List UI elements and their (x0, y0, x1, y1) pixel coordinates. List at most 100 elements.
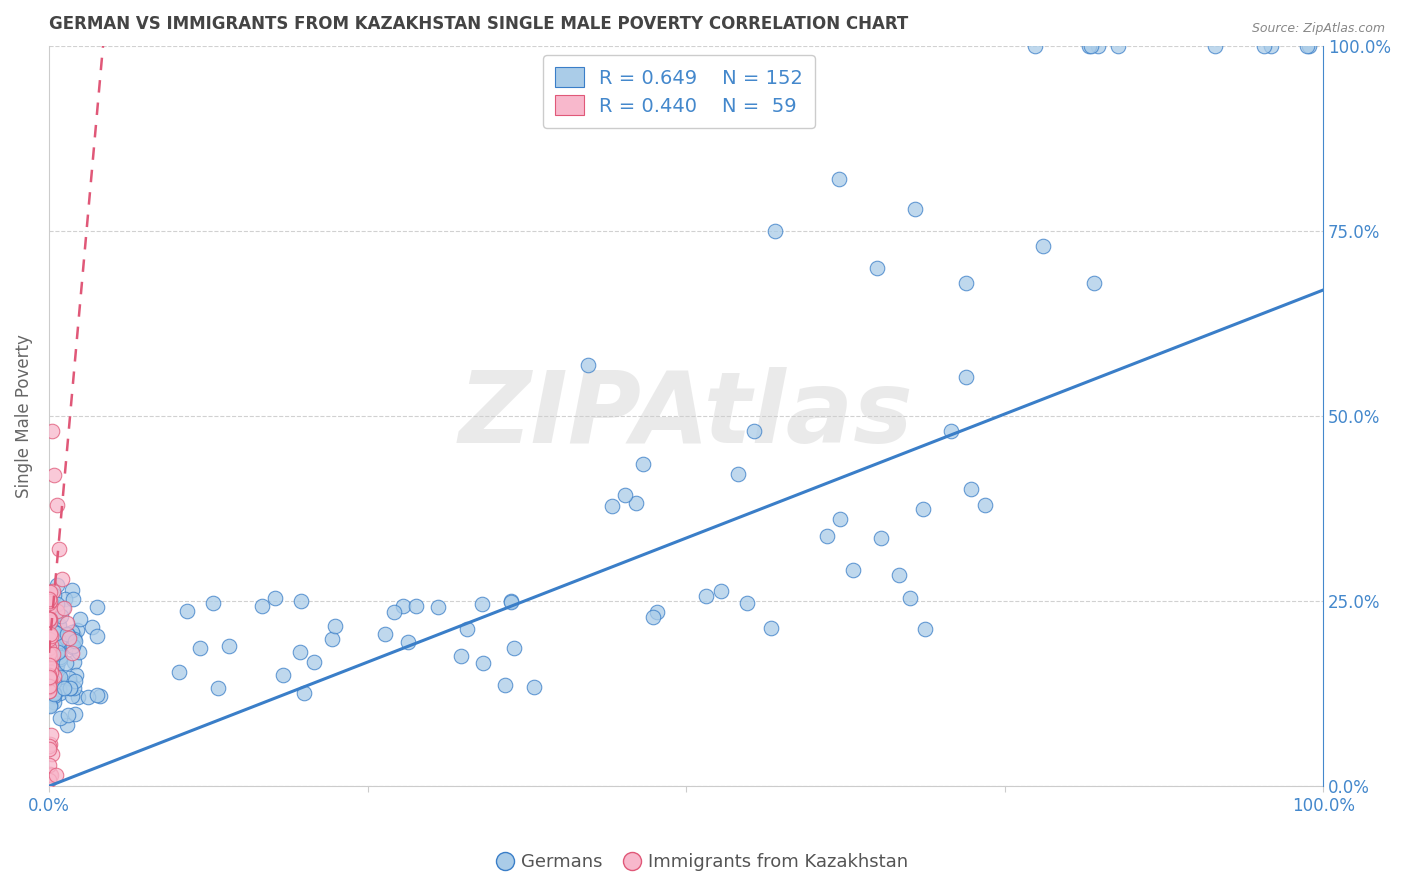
Point (45, 626, 67, 640)
Point (38, 615, 60, 629)
Point (38, 772, 60, 787)
Point (38, 612, 60, 626)
Point (38, 597, 60, 611)
Point (52, 600, 75, 615)
Point (67, 690, 90, 704)
Point (39, 698, 62, 712)
Point (323, 618, 346, 632)
Point (290, 645, 312, 659)
Point (450, 648, 472, 663)
Point (63, 634, 86, 648)
Point (1087, 38, 1109, 53)
Point (44, 657, 66, 672)
Point (42, 686, 65, 700)
Point (69, 612, 91, 626)
Point (600, 499, 623, 513)
Point (815, 528, 838, 542)
Point (38, 742, 60, 756)
Point (38, 658, 60, 673)
Point (38, 585, 60, 599)
Point (58, 627, 80, 641)
Point (39, 698, 62, 713)
Point (396, 635, 419, 649)
Point (77, 690, 100, 705)
Point (38, 737, 60, 751)
Point (904, 202, 927, 216)
Point (49, 634, 72, 648)
Point (1296, 38, 1319, 53)
Point (38, 670, 60, 684)
Point (55, 656, 77, 670)
Point (38, 767, 60, 781)
Point (523, 680, 546, 694)
Point (49, 608, 72, 623)
Point (38, 623, 60, 637)
Point (63, 674, 86, 689)
Point (613, 487, 636, 501)
Point (1260, 38, 1282, 53)
Point (46, 597, 69, 611)
Point (456, 622, 478, 636)
Point (44, 689, 66, 703)
Point (38, 645, 60, 659)
Point (38, 668, 60, 682)
Point (66, 623, 89, 637)
Point (58, 631, 80, 645)
Point (1083, 276, 1105, 290)
Point (62, 639, 84, 653)
Point (60, 640, 83, 654)
Point (56, 627, 79, 641)
Point (42, 584, 65, 599)
Point (67, 644, 90, 658)
Point (38, 684, 60, 698)
Point (503, 640, 526, 655)
Point (59, 681, 82, 695)
Point (45, 578, 67, 592)
Point (38, 757, 60, 772)
Point (271, 668, 294, 682)
Point (42, 601, 65, 615)
Point (46, 645, 69, 659)
Point (45, 660, 67, 674)
Point (727, 467, 749, 482)
Point (41, 649, 63, 664)
Point (82, 620, 104, 634)
Point (501, 593, 523, 607)
Point (264, 591, 287, 606)
Point (38, 683, 60, 698)
Point (46, 658, 69, 673)
Point (1077, 38, 1099, 53)
Point (898, 591, 921, 606)
Point (48, 620, 70, 634)
Point (39, 659, 62, 673)
Point (44, 674, 66, 689)
Point (48, 542, 70, 557)
Point (866, 260, 889, 275)
Text: ZIPAtlas: ZIPAtlas (458, 368, 914, 465)
Point (42, 669, 65, 683)
Point (59, 676, 82, 690)
Point (494, 678, 516, 692)
Point (63, 707, 86, 722)
Point (86, 628, 108, 642)
Point (427, 599, 450, 614)
Point (41, 624, 63, 638)
Point (49, 711, 72, 725)
Point (955, 276, 977, 290)
Point (292, 686, 315, 700)
Point (207, 681, 229, 696)
Point (63, 681, 86, 695)
Point (1204, 38, 1226, 53)
Legend: R = 0.649    N = 152, R = 0.440    N =  59: R = 0.649 N = 152, R = 0.440 N = 59 (543, 55, 815, 128)
Point (38, 612, 60, 626)
Point (499, 595, 522, 609)
Point (38, 612, 60, 626)
Point (55, 636, 77, 650)
Point (38, 647, 60, 661)
Point (38, 628, 60, 642)
Text: Source: ZipAtlas.com: Source: ZipAtlas.com (1251, 22, 1385, 36)
Point (38, 600, 60, 615)
Point (38, 657, 60, 671)
Point (63, 630, 86, 644)
Point (735, 596, 758, 610)
